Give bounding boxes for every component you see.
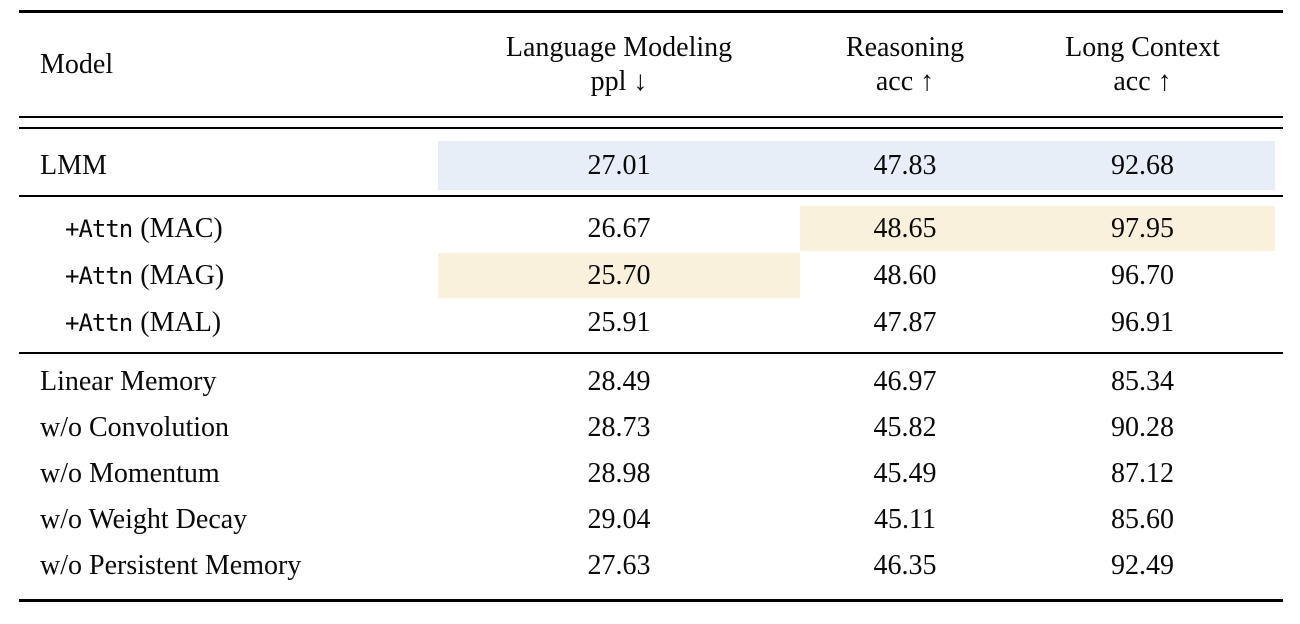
model-name-label: w/o Weight Decay <box>40 504 248 535</box>
model-name-cell: +Attn (MAL) <box>19 299 438 346</box>
model-name-mono-prefix: +Attn <box>65 214 133 243</box>
table-row-wo-weight-decay: w/o Weight Decay 29.04 45.11 85.60 <box>19 497 1283 543</box>
reasoning-value-cell: 48.60 <box>873 259 937 291</box>
ppl-value-cell: 28.49 <box>587 366 651 397</box>
reasoning-value-cell: 45.11 <box>874 504 936 535</box>
long-context-value-cell: 85.34 <box>1111 366 1174 397</box>
column-header-long-context: Long Context acc ↑ <box>1010 13 1283 116</box>
column-header-reasoning: Reasoning acc ↑ <box>800 13 1010 116</box>
model-name-cell: w/o Weight Decay <box>19 497 438 543</box>
long-context-value-cell: 85.60 <box>1111 504 1174 535</box>
attention-variants-section: +Attn (MAC) 26.67 48.65 97.95 +Attn (MAG… <box>19 197 1283 352</box>
ablation-section: Linear Memory 28.49 46.97 85.34 w/o Conv… <box>19 354 1283 599</box>
reasoning-value-cell: 46.35 <box>873 550 937 581</box>
reasoning-value-cell: 46.97 <box>873 366 937 397</box>
table-rule-top <box>19 10 1283 13</box>
column-header-long-context-metric: acc ↑ <box>1113 65 1172 97</box>
table-row-wo-convolution: w/o Convolution 28.73 45.82 90.28 <box>19 405 1283 451</box>
model-name-cell: +Attn (MAC) <box>19 205 438 252</box>
table-rule-section-2 <box>19 352 1283 354</box>
table-header-row: Model Language Modeling ppl ↓ Reasoning … <box>19 13 1283 116</box>
model-name-label: (MAL) <box>140 306 222 338</box>
column-header-long-context-title: Long Context <box>1065 31 1220 63</box>
reasoning-value-cell: 47.87 <box>873 306 937 338</box>
long-context-value-cell: 97.95 <box>1010 205 1283 252</box>
model-name-label: LMM <box>40 149 107 181</box>
ppl-value-cell: 25.91 <box>587 306 651 338</box>
reasoning-value-cell: 45.82 <box>873 412 937 443</box>
ppl-value-cell: 28.98 <box>587 458 651 489</box>
model-name-label: (MAG) <box>140 259 225 291</box>
ppl-value-cell: 27.63 <box>587 550 651 581</box>
model-name-mono-prefix: +Attn <box>65 308 133 337</box>
long-context-value-cell: 90.28 <box>1111 412 1174 443</box>
reasoning-value-cell: 45.49 <box>873 458 937 489</box>
model-name-label: w/o Persistent Memory <box>40 550 302 581</box>
model-name-cell: w/o Momentum <box>19 451 438 497</box>
table-row-attn-mag: +Attn (MAG) 25.70 48.60 96.70 <box>19 252 1283 299</box>
model-name-cell: LMM <box>19 129 438 195</box>
reasoning-value-cell: 48.65 <box>800 205 1010 252</box>
table-row-attn-mac: +Attn (MAC) 26.67 48.65 97.95 <box>19 205 1283 252</box>
table-row-wo-persistent-memory: w/o Persistent Memory 27.63 46.35 92.49 <box>19 543 1283 589</box>
column-header-reasoning-metric: acc ↑ <box>875 65 935 97</box>
column-header-language-modeling-metric: ppl ↓ <box>590 65 648 97</box>
column-header-model-label: Model <box>40 48 114 80</box>
column-header-language-modeling: Language Modeling ppl ↓ <box>438 13 800 116</box>
long-context-value-cell: 87.12 <box>1111 458 1174 489</box>
ppl-value-cell: 26.67 <box>587 212 651 244</box>
column-header-reasoning-title: Reasoning <box>845 31 965 63</box>
ppl-value-cell: 28.73 <box>587 412 651 443</box>
table-row-lmm: LMM 27.01 47.83 92.68 <box>19 129 1283 195</box>
long-context-value-cell: 92.49 <box>1111 550 1174 581</box>
column-header-model: Model <box>19 13 438 116</box>
model-name-label: Linear Memory <box>40 366 217 397</box>
ppl-value-cell: 27.01 <box>438 129 800 195</box>
model-name-label: (MAC) <box>140 212 223 244</box>
table-rule-header-double <box>19 116 1283 129</box>
model-name-label: w/o Momentum <box>40 458 220 489</box>
model-name-cell: w/o Convolution <box>19 405 438 451</box>
ppl-value-cell: 25.70 <box>438 252 800 299</box>
ppl-value-cell: 29.04 <box>587 504 651 535</box>
model-name-cell: Linear Memory <box>19 359 438 405</box>
model-name-cell: +Attn (MAG) <box>19 252 438 299</box>
table-row-linear-memory: Linear Memory 28.49 46.97 85.34 <box>19 359 1283 405</box>
model-name-label: w/o Convolution <box>40 412 230 443</box>
results-table: Model Language Modeling ppl ↓ Reasoning … <box>19 10 1283 602</box>
table-row-attn-mal: +Attn (MAL) 25.91 47.87 96.91 <box>19 299 1283 346</box>
long-context-value-cell: 96.70 <box>1111 259 1174 291</box>
long-context-value-cell: 96.91 <box>1111 306 1174 338</box>
reasoning-value-cell: 47.83 <box>800 129 1010 195</box>
long-context-value-cell: 92.68 <box>1010 129 1283 195</box>
model-name-mono-prefix: +Attn <box>65 261 133 290</box>
model-name-cell: w/o Persistent Memory <box>19 543 438 589</box>
table-rule-bottom <box>19 599 1283 602</box>
table-row-wo-momentum: w/o Momentum 28.98 45.49 87.12 <box>19 451 1283 497</box>
table-rule-section-1 <box>19 195 1283 197</box>
column-header-language-modeling-title: Language Modeling <box>505 31 733 63</box>
